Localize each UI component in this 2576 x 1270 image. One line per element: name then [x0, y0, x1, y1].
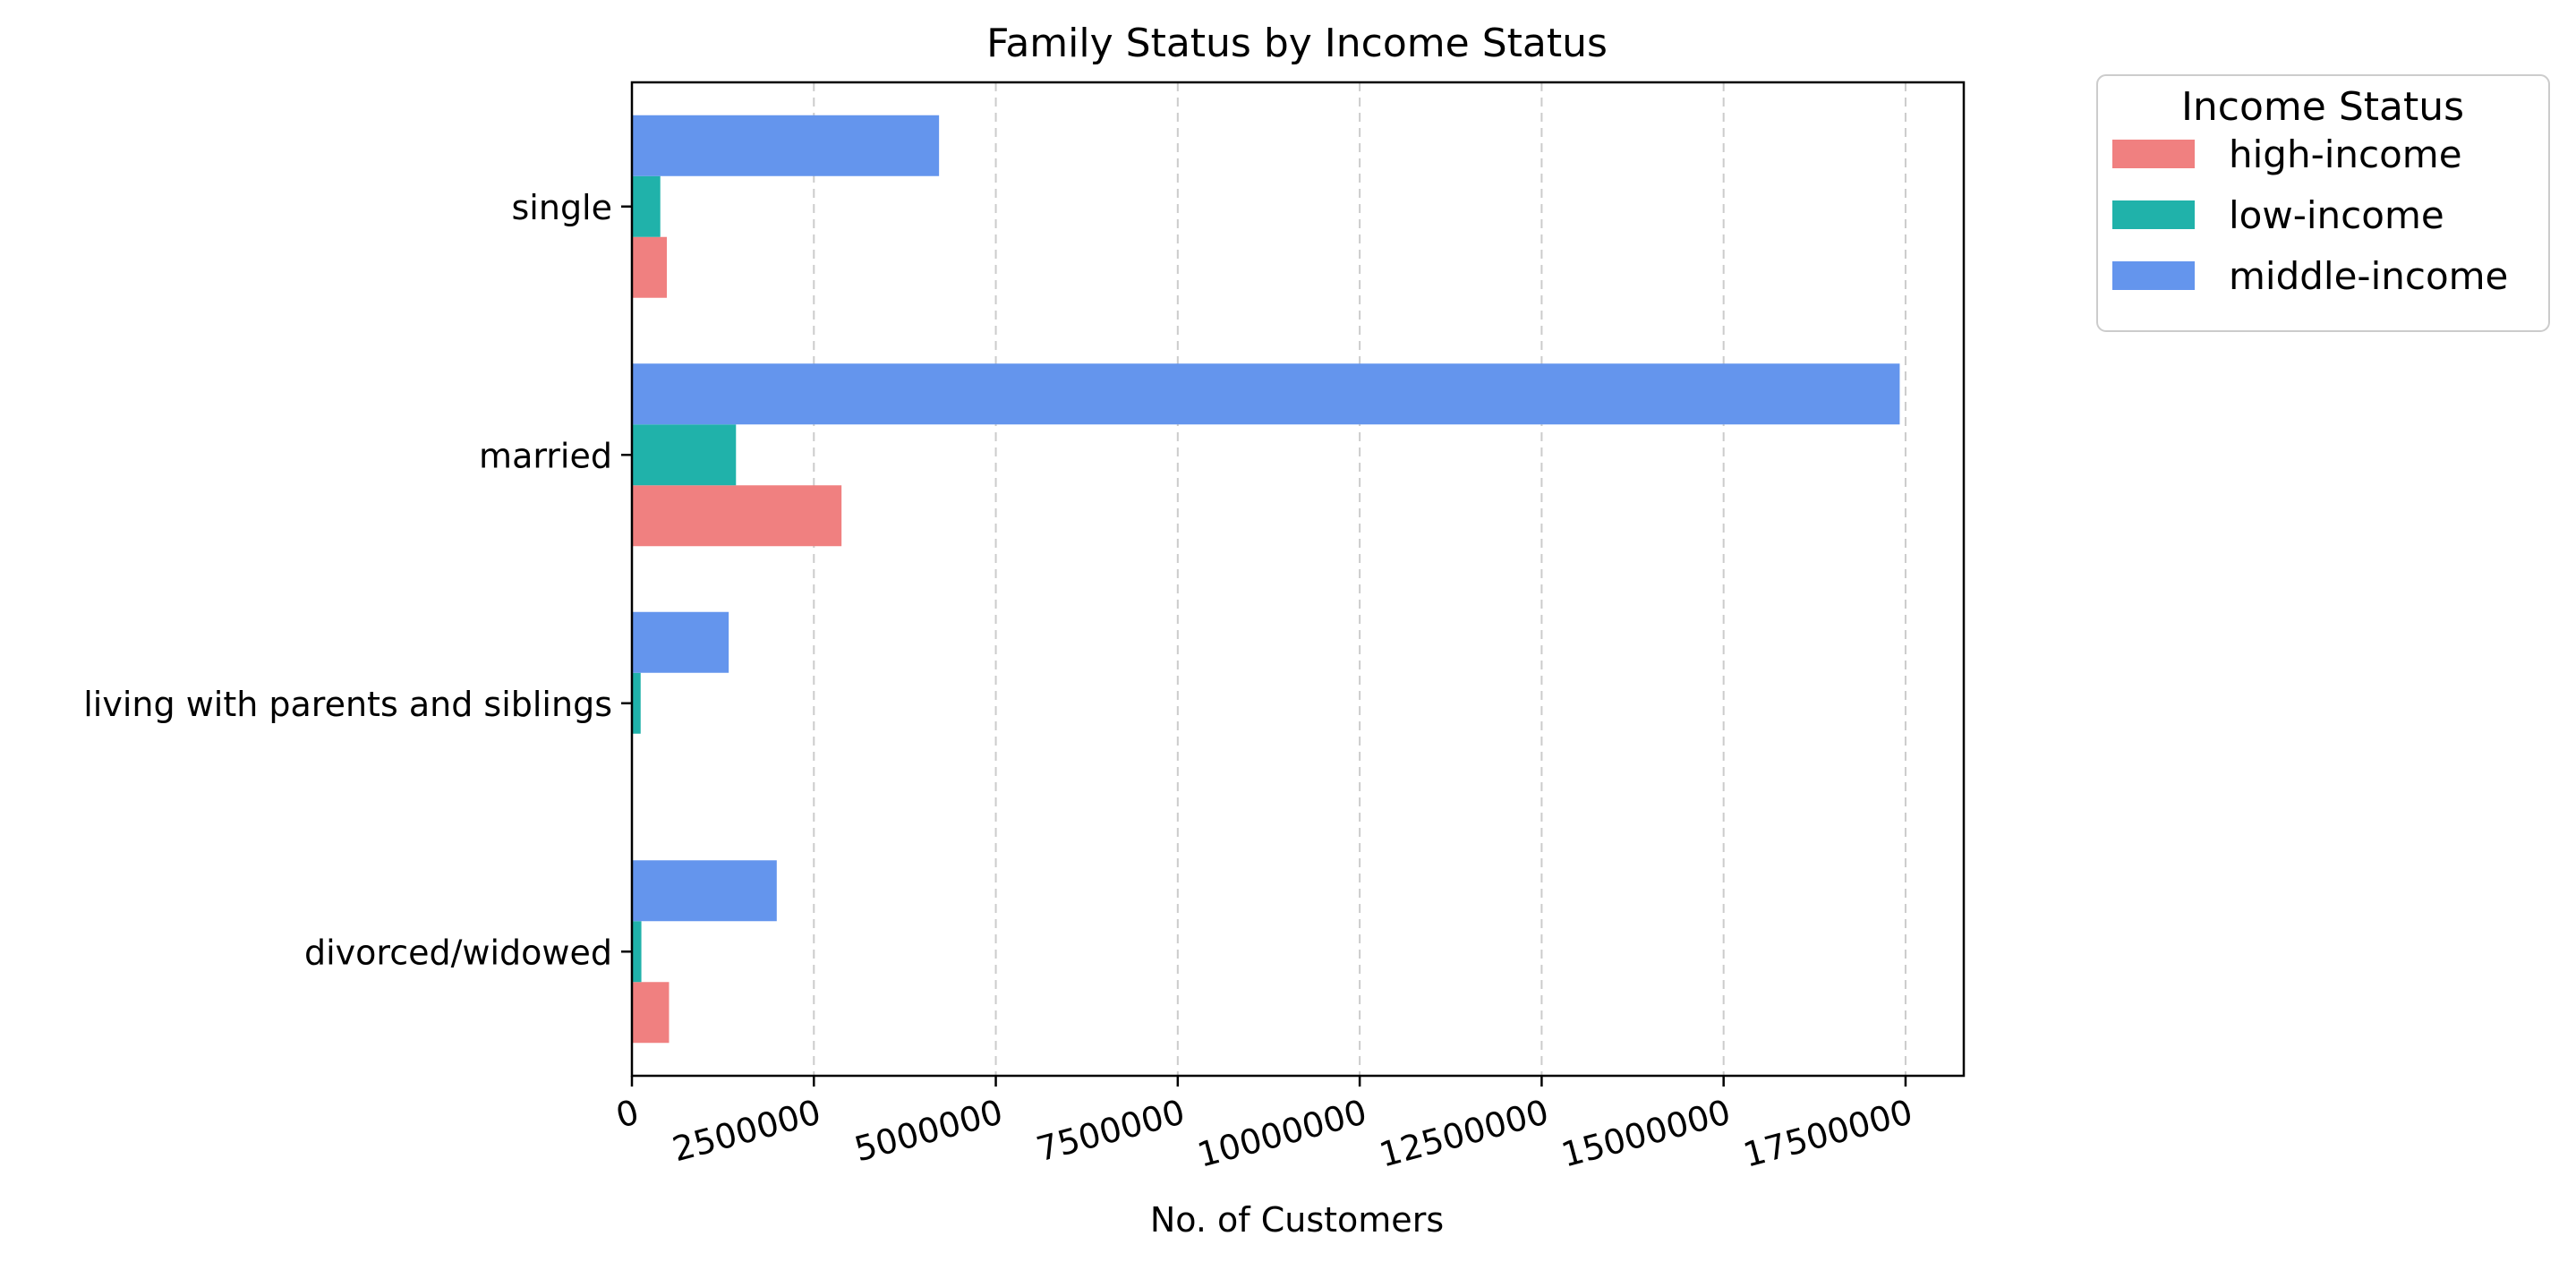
y-axis: single married living with parents and sib… — [83, 188, 632, 972]
x-tick-label: 7500000 — [1032, 1092, 1189, 1169]
y-tick-label: living with parents and siblings — [83, 685, 612, 724]
bar-middle-income-3 — [632, 860, 777, 922]
bar-low-income-0 — [632, 175, 661, 237]
legend-title: Income Status — [2181, 84, 2464, 130]
legend-items: high-income low-income middle-income — [2112, 132, 2508, 298]
x-tick-label: 5000000 — [850, 1092, 1007, 1169]
chart-title: Family Status by Income Status — [986, 21, 1608, 66]
legend: Income Status high-income low-income middl… — [2096, 74, 2550, 332]
legend-label-low-income: low-income — [2229, 193, 2444, 237]
bar-low-income-3 — [632, 921, 642, 983]
y-tick-label: divorced/widowed — [304, 933, 612, 972]
legend-swatch-high-income — [2112, 140, 2195, 168]
y-tick-label: married — [479, 436, 612, 475]
bars — [632, 115, 1900, 1044]
x-axis: 0 2500000 5000000 7500000 10000000 12500000 15… — [612, 1076, 1916, 1175]
bar-middle-income-0 — [632, 115, 940, 176]
x-tick-label: 17500000 — [1739, 1092, 1916, 1175]
bar-high-income-1 — [632, 485, 842, 547]
y-tick-label: single — [512, 188, 613, 227]
bar-high-income-0 — [632, 236, 668, 298]
legend-label-middle-income: middle-income — [2229, 254, 2508, 298]
x-axis-label: No. of Customers — [1150, 1200, 1444, 1240]
x-tick-label: 12500000 — [1376, 1092, 1553, 1175]
x-tick-label: 2500000 — [669, 1092, 825, 1169]
legend-label-high-income: high-income — [2229, 132, 2462, 176]
plot-frame — [630, 81, 1966, 1078]
bar-low-income-1 — [632, 424, 737, 486]
bar-middle-income-1 — [632, 363, 1900, 425]
legend-box — [2096, 74, 2550, 332]
bar-high-income-3 — [632, 982, 670, 1044]
x-tick-label: 10000000 — [1193, 1092, 1370, 1175]
legend-swatch-middle-income — [2112, 261, 2195, 290]
legend-swatch-low-income — [2112, 200, 2195, 229]
bar-middle-income-2 — [632, 611, 729, 673]
bar-low-income-2 — [632, 672, 641, 734]
x-tick-label: 0 — [612, 1092, 644, 1136]
x-tick-label: 15000000 — [1557, 1092, 1735, 1175]
grid-lines — [813, 82, 1906, 1076]
